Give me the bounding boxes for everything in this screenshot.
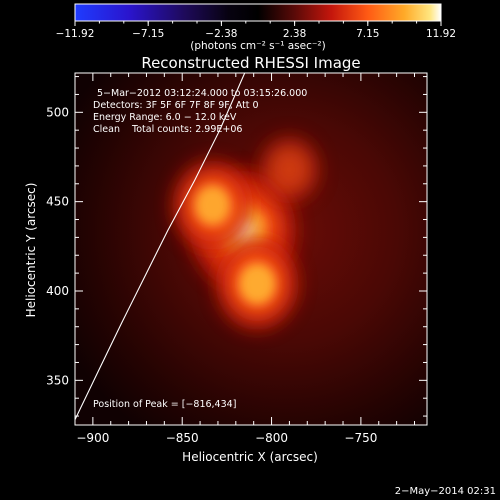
solar-limb-curve [75,73,246,420]
info-total-counts: Clean Total counts: 2.99E+06 [93,124,242,135]
colorbar-tick-label: 7.15 [356,28,379,40]
x-tick-label: −800 [255,431,288,445]
y-tick-label: 450 [46,195,69,209]
timestamp: 2−May−2014 02:31 [395,486,496,497]
colorbar-ticks: −11.92 −7.15 −2.38 2.38 7.15 11.92 [56,21,456,40]
info-detectors: Detectors: 3F 5F 6F 7F 8F 9F, Att 0 [93,100,259,111]
y-tick-label: 350 [46,373,69,387]
peak-position-label: Position of Peak = [−816,434] [93,399,236,410]
colorbar-tick-label: 2.38 [283,28,306,40]
source-lobe [239,263,276,305]
source-lobe [267,145,312,194]
intensity-map [172,135,321,331]
colorbar-tick-label: −11.92 [56,28,95,40]
y-axis-label: Heliocentric Y (arcsec) [24,183,38,318]
colorbar [74,3,442,22]
chart-title: Reconstructed RHESSI Image [141,54,360,72]
colorbar-tick-label: −7.15 [132,28,164,40]
x-tick-label: −900 [76,431,109,445]
plot-frame [74,72,428,426]
axis-ticks: −900 −850 −800 −750 350 400 450 500 [46,73,427,445]
x-tick-label: −750 [344,431,377,445]
source-lobe [195,185,231,225]
colorbar-tick-label: 11.92 [426,28,456,40]
y-tick-label: 500 [46,105,69,119]
observation-info: 5−Mar−2012 03:12:24.000 to 03:15:26.000 … [93,88,307,135]
colorbar-unit-label: (photons cm⁻² s⁻¹ asec⁻²) [190,40,325,52]
info-energy-range: Energy Range: 6.0 − 12.0 keV [93,112,237,123]
info-time-range: 5−Mar−2012 03:12:24.000 to 03:15:26.000 [97,88,307,99]
y-tick-label: 400 [46,284,69,298]
colorbar-tick-label: −2.38 [205,28,237,40]
x-axis-label: Heliocentric X (arcsec) [182,450,318,464]
x-tick-label: −850 [166,431,199,445]
